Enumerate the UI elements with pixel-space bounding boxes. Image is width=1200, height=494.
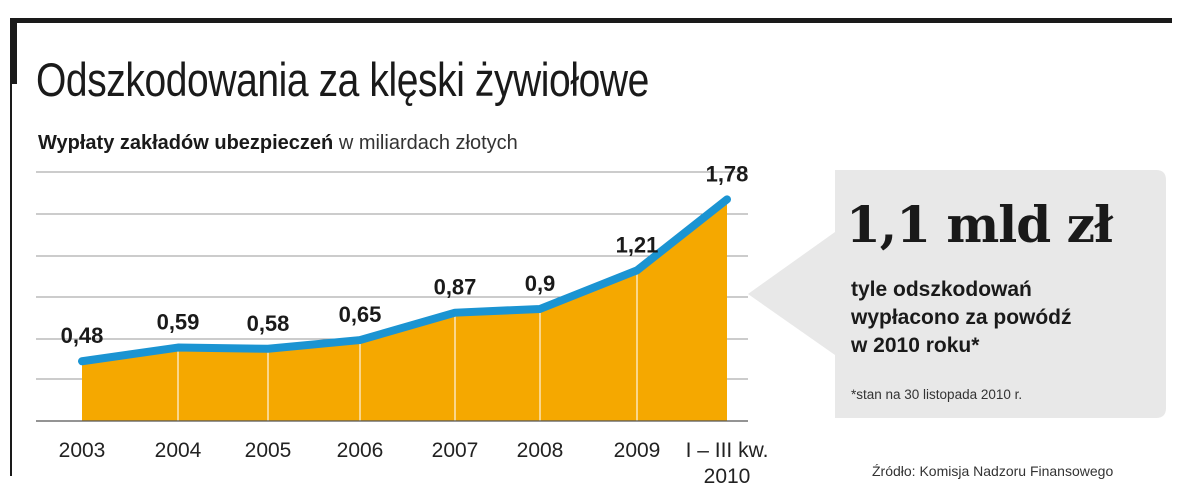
data-label: 0,65 (339, 302, 382, 327)
x-tick-label: I – III kw. (686, 439, 769, 462)
x-tick-label: 2010 (704, 465, 751, 488)
data-label: 1,78 (706, 161, 749, 186)
data-label: 0,87 (434, 275, 477, 300)
x-tick-label: 2004 (155, 439, 202, 462)
data-point (174, 344, 182, 352)
x-tick-label: 2009 (614, 439, 661, 462)
chart-title: Odszkodowania za klęski żywiołowe (36, 53, 649, 106)
subtitle-unit: w miliardach złotych (338, 132, 518, 154)
x-tick-label: 2003 (59, 439, 106, 462)
subtitle-bold: Wypłaty zakładów ubezpieczeń (38, 132, 334, 154)
frame-left-rule (10, 18, 17, 84)
x-tick-label: 2008 (517, 439, 564, 462)
data-label: 0,58 (247, 311, 290, 336)
data-point (723, 195, 731, 203)
series-line (78, 195, 731, 366)
frame-top-rule (10, 18, 1172, 23)
callout-background (748, 170, 1166, 418)
x-tick-label: 2005 (245, 439, 292, 462)
data-label: 0,48 (61, 323, 104, 348)
data-point (451, 309, 459, 317)
x-tick-label: 2007 (432, 439, 479, 462)
data-point (264, 345, 272, 353)
data-label: 0,9 (525, 271, 556, 296)
data-point (78, 357, 86, 365)
data-label: 0,59 (157, 310, 200, 335)
source-note: Źródło: Komisja Nadzoru Finansowego (872, 463, 1114, 479)
data-point (356, 336, 364, 344)
data-label: 1,21 (616, 232, 659, 257)
data-point (536, 305, 544, 313)
x-tick-label: 2006 (337, 439, 384, 462)
frame-left-thin-rule (10, 84, 12, 476)
chart-subtitle: Wypłaty zakładów ubezpieczeń w miliardac… (38, 133, 518, 153)
area-fill (82, 199, 727, 421)
data-point (633, 266, 641, 274)
